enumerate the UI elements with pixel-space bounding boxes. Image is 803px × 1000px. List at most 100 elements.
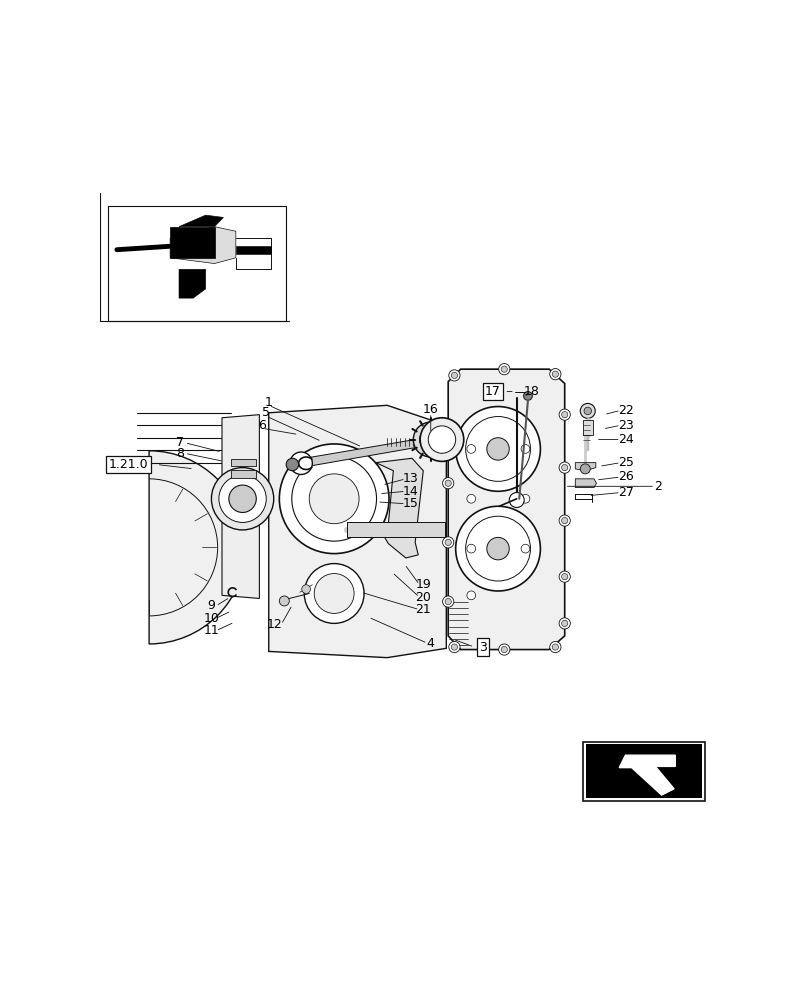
Circle shape [560,574,567,580]
Circle shape [467,445,475,453]
Circle shape [286,458,298,471]
Bar [231,470,256,478]
Circle shape [560,464,567,471]
Text: 1: 1 [264,396,272,409]
Text: 11: 11 [203,624,219,637]
Circle shape [218,475,266,522]
Polygon shape [618,755,675,795]
Polygon shape [179,269,206,298]
Text: 13: 13 [402,472,418,485]
Text: 21: 21 [415,603,430,616]
Text: 9: 9 [207,599,215,612]
Circle shape [560,620,567,627]
Circle shape [487,438,508,460]
Circle shape [549,369,560,380]
Circle shape [445,427,450,433]
Text: 12: 12 [267,618,283,631]
Circle shape [455,506,540,591]
Polygon shape [293,438,426,469]
Circle shape [467,544,475,553]
Circle shape [520,544,529,553]
Circle shape [560,517,567,524]
Circle shape [455,407,540,491]
Circle shape [309,474,359,524]
Text: 23: 23 [618,419,633,432]
Polygon shape [447,369,564,650]
Circle shape [314,574,353,613]
Text: 26: 26 [618,470,633,483]
Circle shape [552,644,558,650]
Circle shape [467,494,475,503]
Text: 20: 20 [415,591,430,604]
Circle shape [558,515,569,526]
Polygon shape [179,215,223,227]
Circle shape [549,641,560,653]
Circle shape [558,409,569,420]
Bar [585,744,702,798]
Circle shape [442,425,453,436]
Text: 3: 3 [479,641,487,654]
Circle shape [279,444,389,554]
Polygon shape [376,458,422,558]
Circle shape [442,478,453,489]
Circle shape [580,403,594,418]
Circle shape [291,456,376,541]
Circle shape [428,426,455,453]
Circle shape [498,644,509,655]
Circle shape [558,618,569,629]
Circle shape [467,591,475,600]
Wedge shape [149,451,246,644]
Bar [231,459,256,466]
Circle shape [413,422,447,457]
Circle shape [445,480,450,486]
Polygon shape [575,479,596,488]
Circle shape [442,596,453,607]
Polygon shape [268,405,446,658]
Circle shape [450,644,457,650]
Text: 18: 18 [523,385,539,398]
Circle shape [558,571,569,582]
Circle shape [465,417,530,481]
Circle shape [229,485,256,512]
Text: 1.21.0: 1.21.0 [108,458,149,471]
Text: 27: 27 [617,486,633,499]
Text: 14: 14 [402,485,418,498]
Text: 6: 6 [259,419,266,432]
Circle shape [583,407,591,415]
Text: 16: 16 [422,403,438,416]
Circle shape [520,445,529,453]
Circle shape [448,641,459,653]
Text: 5: 5 [261,406,269,419]
Circle shape [290,452,312,474]
Polygon shape [170,227,214,258]
Circle shape [552,371,558,377]
Text: 4: 4 [426,637,434,650]
Polygon shape [235,246,271,254]
Circle shape [445,598,450,605]
Circle shape [560,412,567,418]
Polygon shape [222,415,259,598]
Circle shape [520,494,529,503]
Bar [583,742,704,801]
Circle shape [419,428,442,451]
Circle shape [498,364,509,375]
Text: 22: 22 [618,404,633,417]
Circle shape [487,537,508,560]
Circle shape [445,539,450,546]
Circle shape [465,516,530,581]
Circle shape [500,366,507,372]
Circle shape [558,462,569,473]
Text: 17: 17 [484,385,500,398]
Circle shape [442,537,453,548]
Polygon shape [575,463,595,471]
Text: 15: 15 [402,497,418,510]
Text: 25: 25 [617,456,633,469]
Text: 19: 19 [415,578,430,591]
Text: 10: 10 [203,612,219,625]
Circle shape [580,464,589,474]
Circle shape [279,596,289,606]
Circle shape [450,372,457,379]
Circle shape [448,370,459,381]
Bar [582,420,592,435]
Circle shape [523,392,532,400]
